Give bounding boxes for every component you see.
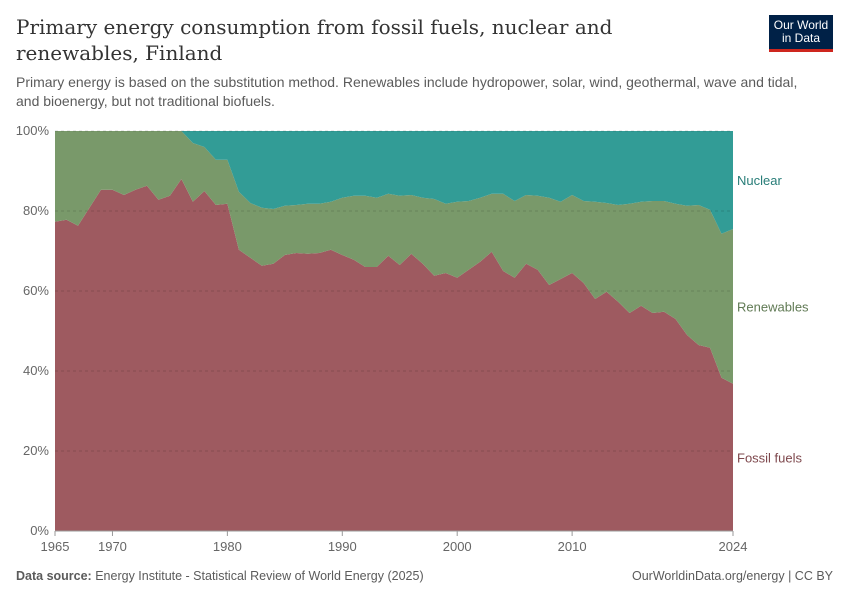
y-tick-label: 80% [23, 203, 49, 218]
area-nuclear [55, 131, 733, 234]
x-tick-label: 1980 [213, 539, 242, 554]
source-label: Data source: [16, 569, 92, 583]
owid-logo[interactable]: Our World in Data [769, 15, 833, 52]
y-tick-label: 60% [23, 283, 49, 298]
x-tick-label: 2010 [558, 539, 587, 554]
x-tick-label: 1970 [98, 539, 127, 554]
legend-label-0: Fossil fuels [737, 450, 803, 465]
y-tick-label: 0% [30, 523, 49, 538]
area-fossil-fuels [55, 179, 733, 531]
x-tick-label: 1990 [328, 539, 357, 554]
y-tick-label: 20% [23, 443, 49, 458]
area-renewables [55, 131, 733, 384]
x-tick-label: 2000 [443, 539, 472, 554]
credit[interactable]: OurWorldinData.org/energy | CC BY [631, 569, 833, 583]
chart-title: Primary energy consumption from fossil f… [16, 15, 613, 65]
source-text[interactable]: Energy Institute - Statistical Review of… [95, 569, 424, 583]
legend-label-2: Nuclear [737, 173, 782, 188]
data-source: Data source: Energy Institute - Statisti… [16, 569, 424, 583]
y-tick-label: 100% [16, 123, 50, 138]
x-tick-label: 2024 [719, 539, 748, 554]
x-tick-label: 1965 [41, 539, 70, 554]
y-tick-label: 40% [23, 363, 49, 378]
legend-label-1: Renewables [737, 299, 809, 314]
chart-subtitle: Primary energy is based on the substitut… [16, 74, 798, 109]
